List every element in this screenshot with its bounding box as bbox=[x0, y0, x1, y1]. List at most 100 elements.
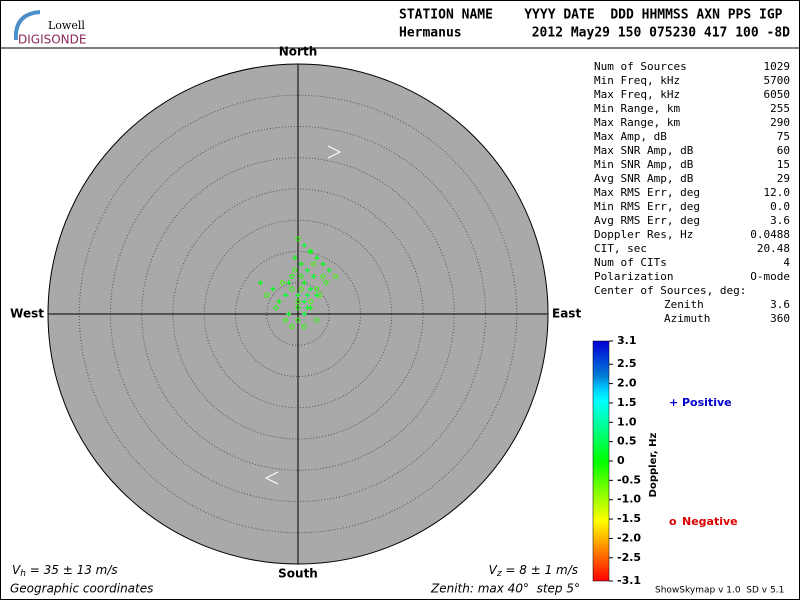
azimuth-label: Azimuth bbox=[664, 312, 710, 325]
source-negative bbox=[295, 299, 301, 304]
stat-label: Min SNR Amp, dB bbox=[594, 158, 694, 171]
source-positive bbox=[301, 311, 307, 317]
stat-value: 15 bbox=[777, 158, 790, 171]
source-positive bbox=[320, 261, 326, 267]
stat-value: 6050 bbox=[764, 88, 791, 101]
colorbar-tick-label: 1.0 bbox=[617, 415, 637, 428]
stat-label: Min RMS Err, deg bbox=[594, 200, 700, 213]
source-positive bbox=[276, 299, 282, 304]
stat-value: 29 bbox=[777, 172, 790, 185]
source-positive bbox=[304, 292, 310, 298]
vh-symbol: V bbox=[12, 563, 21, 577]
legend-label: Negative bbox=[682, 515, 738, 528]
coords: Geographic coordinates bbox=[10, 582, 153, 596]
stat-label: Max SNR Amp, dB bbox=[594, 144, 694, 157]
stat-value: 1029 bbox=[764, 60, 791, 73]
source-negative bbox=[289, 286, 295, 292]
stat-value: 0.0 bbox=[770, 200, 790, 213]
stat-value: 5700 bbox=[764, 74, 791, 87]
stat-label: Num of Sources bbox=[594, 60, 687, 73]
vh-text: = 35 ± 13 m/s bbox=[26, 563, 118, 577]
source-negative bbox=[295, 236, 301, 242]
source-positive bbox=[326, 267, 332, 273]
zenith-value: 3.6 bbox=[770, 298, 790, 311]
source-negative bbox=[314, 317, 320, 323]
source-negative bbox=[333, 274, 338, 279]
source-negative bbox=[279, 280, 285, 286]
colorbar-tick-label: -1.0 bbox=[617, 493, 641, 506]
colorbar-tick-label: -1.5 bbox=[617, 512, 641, 525]
stat-value: 3.6 bbox=[770, 214, 790, 227]
stat-value: 4 bbox=[783, 256, 790, 269]
source-positive bbox=[295, 292, 301, 298]
colorbar-tick-label: 2.0 bbox=[617, 377, 637, 390]
stat-value: 12.0 bbox=[764, 186, 791, 199]
source-positive bbox=[283, 292, 288, 298]
source-negative bbox=[323, 280, 329, 286]
arrow bbox=[264, 471, 279, 485]
zenith-note: Zenith: max 40° step 5° bbox=[430, 582, 580, 596]
logo-swoosh bbox=[13, 10, 41, 41]
vz-sub: z bbox=[496, 569, 502, 579]
stat-label: Num of CITs bbox=[594, 256, 667, 269]
source-negative bbox=[311, 261, 317, 267]
colorbar-tick-label: 1.5 bbox=[617, 396, 637, 409]
source-positive bbox=[258, 280, 263, 286]
vz: Vz = 8 ± 1 m/s bbox=[489, 563, 578, 579]
west-label: West bbox=[10, 307, 44, 321]
colorbar-tick-label: 0 bbox=[617, 454, 625, 467]
stat-label: Max RMS Err, deg bbox=[594, 186, 700, 199]
source-positive bbox=[311, 274, 317, 279]
stat-value: 0.0488 bbox=[750, 228, 790, 241]
stat-value: 290 bbox=[770, 116, 790, 129]
colorbar-tick-label: -2.5 bbox=[617, 551, 641, 564]
stat-label: Doppler Res, Hz bbox=[594, 228, 693, 241]
stat-label: Min Freq, kHz bbox=[594, 74, 680, 87]
azimuth-value: 360 bbox=[770, 312, 790, 325]
colorbar bbox=[592, 340, 610, 582]
source-negative bbox=[320, 274, 326, 279]
source-negative bbox=[289, 274, 295, 279]
source-negative bbox=[289, 324, 295, 329]
north-label: North bbox=[279, 45, 317, 59]
colorbar-tick-label: 2.5 bbox=[617, 357, 637, 370]
south-label: South bbox=[278, 567, 318, 581]
stat-label: Max Freq, kHz bbox=[594, 88, 680, 101]
source-negative bbox=[283, 317, 288, 323]
source-positive bbox=[304, 267, 310, 273]
source-positive bbox=[314, 292, 320, 298]
colorbar-label: Doppler, Hz bbox=[648, 433, 659, 498]
source-positive bbox=[286, 311, 292, 317]
header-values: 2012 May29 150 075230 417 100 -8D bbox=[532, 26, 790, 41]
source-positive bbox=[301, 280, 307, 286]
stat-label: CIT, sec bbox=[594, 242, 647, 255]
legend-symbol: o bbox=[669, 515, 677, 528]
source-negative bbox=[314, 286, 320, 292]
stat-value: 255 bbox=[770, 102, 790, 115]
vh-sub: h bbox=[20, 569, 26, 579]
stat-value: 60 bbox=[777, 144, 790, 157]
version: ShowSkymap v 1.0 SD v 5.1 bbox=[655, 586, 784, 596]
source-positive bbox=[314, 255, 320, 261]
source-positive bbox=[304, 305, 310, 311]
source-negative bbox=[295, 317, 301, 323]
colorbar-tick-label: 0.5 bbox=[617, 435, 637, 448]
colorbar-tick-label: -2.0 bbox=[617, 531, 641, 544]
colorbar-tick-label: -0.5 bbox=[617, 473, 641, 486]
source-positive bbox=[298, 261, 304, 267]
stat-label: Avg SNR Amp, dB bbox=[594, 172, 694, 185]
source-negative bbox=[301, 324, 307, 329]
source-negative bbox=[295, 305, 301, 311]
vz-symbol: V bbox=[489, 563, 498, 577]
source-negative bbox=[298, 274, 304, 279]
source-negative bbox=[298, 286, 304, 292]
stat-label: Polarization bbox=[594, 270, 673, 283]
arrow bbox=[327, 145, 342, 159]
vz-text: = 8 ± 1 m/s bbox=[502, 563, 578, 577]
stat-value: 75 bbox=[777, 130, 790, 143]
source-positive bbox=[301, 242, 307, 248]
vh: Vh = 35 ± 13 m/s bbox=[12, 563, 118, 579]
zenith-label: Zenith bbox=[664, 298, 704, 311]
source-negative bbox=[273, 305, 279, 311]
